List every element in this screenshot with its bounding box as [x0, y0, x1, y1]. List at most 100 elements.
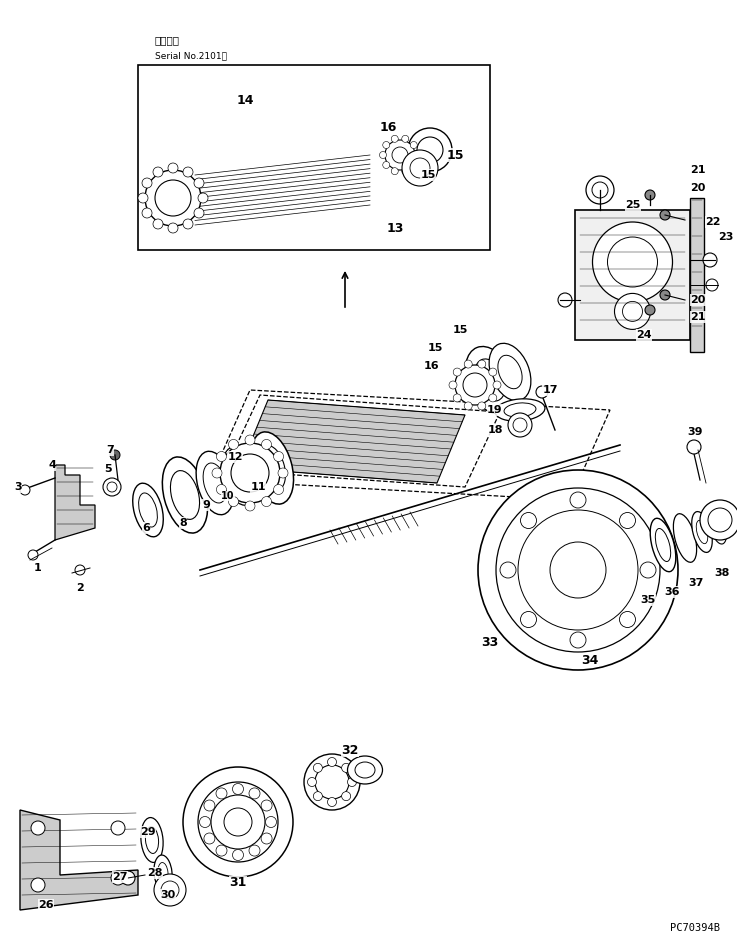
Ellipse shape — [223, 447, 258, 505]
Text: 16: 16 — [425, 361, 440, 371]
Circle shape — [249, 845, 260, 856]
Text: 26: 26 — [38, 900, 54, 910]
Polygon shape — [210, 390, 610, 500]
Circle shape — [198, 193, 208, 203]
Circle shape — [194, 178, 204, 188]
Circle shape — [278, 468, 288, 478]
Circle shape — [645, 190, 655, 200]
Circle shape — [464, 402, 472, 410]
Circle shape — [265, 817, 276, 827]
Circle shape — [411, 141, 417, 149]
Circle shape — [391, 167, 398, 175]
Circle shape — [518, 510, 638, 630]
Circle shape — [500, 562, 516, 578]
Circle shape — [142, 178, 152, 188]
Circle shape — [615, 294, 651, 329]
Circle shape — [478, 470, 678, 670]
Ellipse shape — [498, 356, 522, 389]
Circle shape — [111, 871, 125, 885]
Text: 15: 15 — [446, 149, 464, 162]
Text: 18: 18 — [487, 425, 503, 435]
Circle shape — [708, 508, 732, 532]
Ellipse shape — [674, 514, 696, 563]
Circle shape — [216, 788, 227, 799]
Circle shape — [489, 368, 497, 376]
Circle shape — [313, 763, 322, 773]
Circle shape — [570, 632, 586, 648]
Circle shape — [224, 808, 252, 836]
Text: 6: 6 — [142, 523, 150, 533]
Circle shape — [592, 182, 608, 198]
Circle shape — [660, 290, 670, 300]
Ellipse shape — [229, 458, 251, 494]
Circle shape — [380, 152, 386, 158]
Circle shape — [307, 777, 316, 787]
Ellipse shape — [133, 483, 164, 536]
Text: 8: 8 — [179, 518, 187, 528]
Polygon shape — [240, 400, 465, 483]
Polygon shape — [20, 810, 138, 910]
Circle shape — [402, 167, 409, 175]
Circle shape — [161, 881, 179, 899]
Circle shape — [261, 800, 272, 811]
Text: 通用号機: 通用号機 — [155, 35, 180, 45]
Circle shape — [217, 485, 226, 495]
Circle shape — [342, 791, 351, 801]
Circle shape — [706, 279, 718, 291]
Text: 21: 21 — [691, 312, 706, 322]
Ellipse shape — [251, 432, 293, 504]
Circle shape — [232, 850, 243, 860]
Circle shape — [211, 795, 265, 849]
Circle shape — [194, 208, 204, 218]
Circle shape — [417, 137, 443, 163]
Text: 5: 5 — [104, 464, 112, 474]
Text: 12: 12 — [227, 452, 242, 462]
Bar — [138, 65, 490, 250]
Ellipse shape — [348, 756, 383, 784]
Ellipse shape — [692, 512, 712, 552]
Circle shape — [640, 562, 656, 578]
Circle shape — [453, 368, 461, 376]
Circle shape — [315, 765, 349, 799]
Circle shape — [138, 193, 148, 203]
Circle shape — [304, 754, 360, 810]
Text: 20: 20 — [691, 295, 706, 305]
Circle shape — [700, 500, 737, 540]
Circle shape — [204, 833, 215, 844]
Circle shape — [261, 833, 272, 844]
Circle shape — [262, 439, 271, 450]
Text: 25: 25 — [625, 200, 640, 210]
Ellipse shape — [141, 818, 163, 863]
Circle shape — [385, 140, 415, 170]
Circle shape — [327, 798, 337, 806]
Text: 27: 27 — [112, 872, 128, 882]
Text: 11: 11 — [251, 482, 266, 492]
Circle shape — [231, 454, 269, 492]
Text: 38: 38 — [714, 568, 730, 578]
Circle shape — [513, 418, 527, 432]
Ellipse shape — [259, 445, 285, 490]
Circle shape — [402, 136, 409, 142]
Ellipse shape — [162, 457, 208, 533]
Circle shape — [249, 788, 260, 799]
Circle shape — [20, 485, 30, 495]
Circle shape — [593, 222, 672, 302]
Circle shape — [342, 763, 351, 773]
Circle shape — [220, 443, 280, 503]
Text: 14: 14 — [237, 93, 254, 106]
Text: 1: 1 — [34, 563, 42, 573]
Text: 31: 31 — [229, 876, 247, 889]
Circle shape — [183, 767, 293, 877]
Circle shape — [489, 394, 497, 402]
Ellipse shape — [713, 518, 723, 536]
Circle shape — [121, 871, 135, 885]
Circle shape — [536, 386, 548, 398]
Circle shape — [245, 435, 255, 445]
Text: 10: 10 — [221, 491, 235, 501]
Circle shape — [154, 874, 186, 906]
Ellipse shape — [170, 470, 200, 519]
Bar — [690, 198, 704, 352]
Circle shape — [142, 208, 152, 218]
Circle shape — [313, 791, 322, 801]
Circle shape — [31, 821, 45, 835]
